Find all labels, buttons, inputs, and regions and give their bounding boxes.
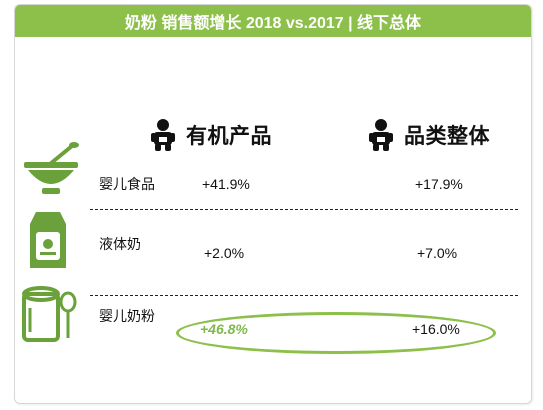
row-divider (90, 295, 518, 296)
value-organic-baby-food: +41.9% (202, 176, 250, 192)
column-header-overall: 品类整体 (368, 118, 490, 152)
value-overall-baby-food: +17.9% (415, 176, 463, 192)
column-header-organic: 有机产品 (150, 118, 272, 152)
row-label-infant-formula: 婴儿奶粉 (99, 308, 155, 324)
row-divider (90, 209, 518, 210)
row-label-liquid-milk: 液体奶 (99, 236, 141, 252)
baby-icon (369, 119, 393, 151)
formula-can-icon (22, 286, 77, 342)
row-label-baby-food: 婴儿食品 (99, 176, 155, 192)
milk-carton-icon (30, 212, 66, 268)
chart-title: 奶粉 销售额增长 2018 vs.2017 | 线下总体 (15, 5, 531, 37)
bowl-spoon-icon (24, 142, 79, 194)
baby-icon (151, 119, 175, 151)
column-header-organic-label: 有机产品 (186, 125, 272, 148)
highlight-ellipse (176, 312, 496, 354)
column-header-overall-label: 品类整体 (404, 125, 490, 148)
value-organic-infant-formula: +46.8% (200, 321, 248, 337)
value-overall-infant-formula: +16.0% (412, 321, 460, 337)
value-organic-liquid-milk: +2.0% (204, 245, 245, 261)
value-overall-liquid-milk: +7.0% (417, 245, 458, 261)
